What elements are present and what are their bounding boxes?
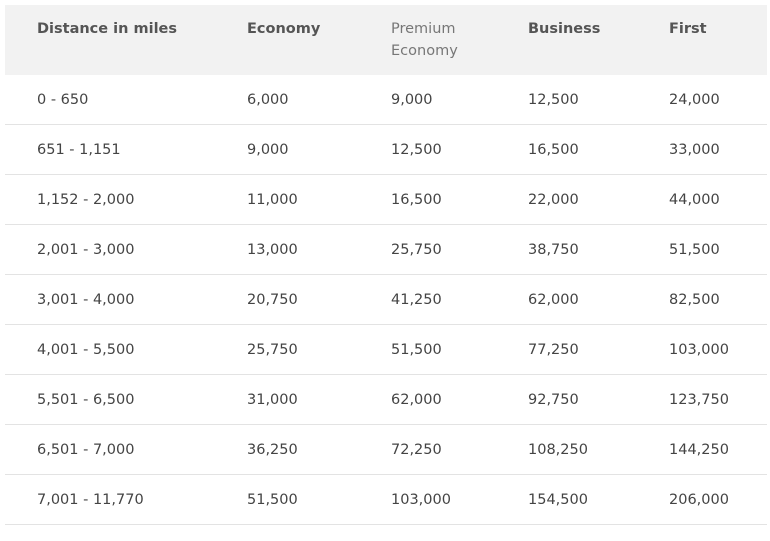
table-cell: 2,001 - 3,000 — [37, 242, 135, 258]
table-cell: 9,000 — [391, 92, 433, 108]
header-cell: Premium Economy — [391, 21, 458, 59]
award-table: Distance in miles Economy Premium Economy B… — [5, 5, 767, 525]
table-cell: 154,500 — [528, 492, 588, 508]
table-cell: 82,500 — [669, 292, 720, 308]
table-cell: 5,501 - 6,500 — [37, 392, 135, 408]
table-cell: 206,000 — [669, 492, 729, 508]
table-cell: 22,000 — [528, 192, 579, 208]
table-cell: 11,000 — [247, 192, 298, 208]
table-cell: 20,750 — [247, 292, 298, 308]
table-cell: 13,000 — [247, 242, 298, 258]
table-cell: 108,250 — [528, 442, 588, 458]
table-cell: 103,000 — [669, 342, 729, 358]
table-cell: 92,750 — [528, 392, 579, 408]
table-cell: 6,501 - 7,000 — [37, 442, 135, 458]
table-cell: 144,250 — [669, 442, 729, 458]
table-cell: 4,001 - 5,500 — [37, 342, 135, 358]
table-cell: 24,000 — [669, 92, 720, 108]
table-cell: 651 - 1,151 — [37, 142, 121, 158]
table-row: 0 - 650 6,000 9,000 12,500 24,000 — [5, 75, 767, 125]
header-cell: First — [669, 21, 707, 37]
table-cell: 51,500 — [247, 492, 298, 508]
header-cell: Economy — [247, 21, 321, 37]
table-cell: 6,000 — [247, 92, 289, 108]
table-row: 4,001 - 5,500 25,750 51,500 77,250 103,000 — [5, 325, 767, 375]
table-cell: 0 - 650 — [37, 92, 89, 108]
table-cell: 7,001 - 11,770 — [37, 492, 144, 508]
table-cell: 51,500 — [391, 342, 442, 358]
table-row: 7,001 - 11,770 51,500 103,000 154,500 206,00… — [5, 475, 767, 525]
table-cell: 16,500 — [528, 142, 579, 158]
header-cell: Distance in miles — [37, 21, 178, 37]
table-cell: 3,001 - 4,000 — [37, 292, 135, 308]
table-cell: 62,000 — [391, 392, 442, 408]
table-cell: 31,000 — [247, 392, 298, 408]
header-cell: Business — [528, 21, 601, 37]
table-cell: 103,000 — [391, 492, 451, 508]
table-cell: 12,500 — [528, 92, 579, 108]
table-cell: 77,250 — [528, 342, 579, 358]
table-cell: 16,500 — [391, 192, 442, 208]
table-cell: 123,750 — [669, 392, 729, 408]
table-row: 6,501 - 7,000 36,250 72,250 108,250 144,250 — [5, 425, 767, 475]
table-row: 651 - 1,151 9,000 12,500 16,500 33,000 — [5, 125, 767, 175]
table-row: 1,152 - 2,000 11,000 16,500 22,000 44,000 — [5, 175, 767, 225]
table-cell: 33,000 — [669, 142, 720, 158]
table-row: 3,001 - 4,000 20,750 41,250 62,000 82,500 — [5, 275, 767, 325]
table-cell: 25,750 — [391, 242, 442, 258]
table-cell: 44,000 — [669, 192, 720, 208]
table-cell: 36,250 — [247, 442, 298, 458]
table-cell: 25,750 — [247, 342, 298, 358]
table-cell: 51,500 — [669, 242, 720, 258]
table-row: 5,501 - 6,500 31,000 62,000 92,750 123,750 — [5, 375, 767, 425]
table-cell: 12,500 — [391, 142, 442, 158]
table-cell: 9,000 — [247, 142, 289, 158]
table-cell: 1,152 - 2,000 — [37, 192, 135, 208]
table-cell: 41,250 — [391, 292, 442, 308]
table-cell: 72,250 — [391, 442, 442, 458]
table-cell: 62,000 — [528, 292, 579, 308]
table-row: 2,001 - 3,000 13,000 25,750 38,750 51,500 — [5, 225, 767, 275]
table-cell: 38,750 — [528, 242, 579, 258]
header-row: Distance in miles Economy Premium Economy B… — [5, 5, 767, 75]
